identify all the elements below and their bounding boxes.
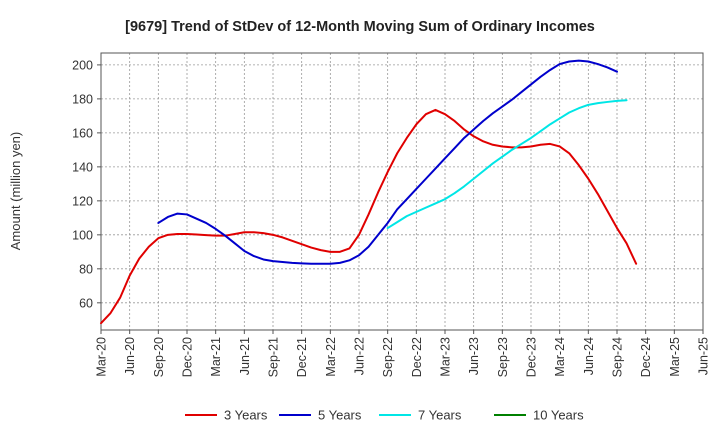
x-tick-label: Dec-21 [295,337,309,377]
x-tick-label: Sep-21 [267,337,281,377]
chart-title: [9679] Trend of StDev of 12-Month Moving… [125,19,595,35]
x-tick-label: Sep-22 [381,337,395,377]
series-line-5-years [157,59,618,265]
y-tick-label: 80 [79,262,93,276]
x-tick-label: Sep-20 [152,337,166,377]
y-tick-label: 100 [72,228,93,242]
x-tick-label: Jun-23 [467,337,481,375]
x-tick-label: Dec-22 [410,337,424,377]
y-tick-label: 180 [72,92,93,106]
x-tick-label: Jun-21 [238,337,252,375]
y-axis-label: Amount (million yen) [8,132,23,251]
x-tick-label: Dec-20 [181,337,195,377]
series-line-7-years [386,99,628,230]
x-tick-label: Mar-25 [668,337,682,377]
series-layer [100,59,638,325]
x-tick-label: Jun-25 [697,337,711,375]
grid-layer [100,53,704,330]
legend-label: 7 Years [418,408,462,423]
x-tick-label: Dec-24 [639,337,653,377]
x-tick-label: Mar-20 [95,337,109,377]
legend-label: 3 Years [224,408,268,423]
y-tick-label: 140 [72,160,93,174]
x-tick-label: Jun-20 [123,337,137,375]
axis-layer: 60 80 100 120 140 160 180 200 Mar-20 Jun-20 Sep-20… [72,58,710,377]
plot-area [100,52,704,331]
x-tick-label: Sep-23 [496,337,510,377]
x-tick-label: Mar-24 [553,337,567,377]
legend: 3 Years 5 Years 7 Years 10 Years [185,408,584,423]
y-tick-label: 200 [72,58,93,72]
x-tick-label: Mar-22 [324,337,338,377]
x-tick-label: Mar-23 [439,337,453,377]
x-tick-label: Mar-21 [209,337,223,377]
series-line-3-years [100,108,638,325]
y-tick-label: 120 [72,194,93,208]
legend-label: 10 Years [533,408,584,423]
x-tick-label: Dec-23 [525,337,539,377]
x-tick-label: Jun-22 [353,337,367,375]
y-tick-label: 60 [79,296,93,310]
x-tick-label: Jun-24 [582,337,596,375]
y-tick-label: 160 [72,126,93,140]
x-tick-label: Sep-24 [611,337,625,377]
legend-label: 5 Years [318,408,362,423]
